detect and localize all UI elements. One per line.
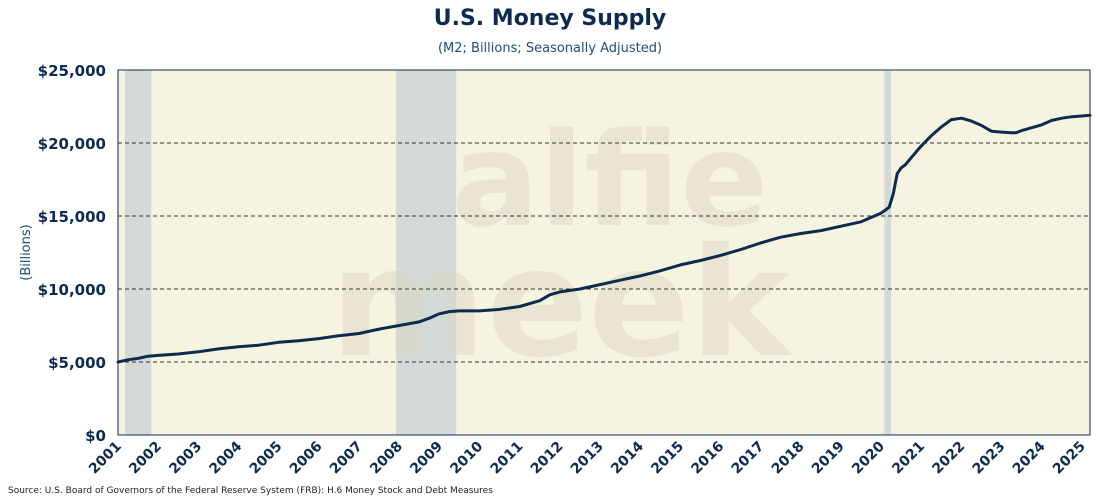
x-tick-label: 2009 — [407, 439, 446, 478]
x-tick-label: 2012 — [528, 439, 567, 478]
series-line-m2 — [116, 113, 1092, 364]
source-note: Source: U.S. Board of Governors of the F… — [8, 486, 493, 496]
x-tick-label: 2019 — [809, 439, 848, 478]
chart-subtitle: (M2; Billions; Seasonally Adjusted) — [437, 41, 663, 56]
x-tick-label: 2006 — [287, 439, 326, 478]
x-tick-label: 2016 — [688, 439, 727, 478]
x-tick-label: 2015 — [648, 439, 687, 478]
y-tick-label: $20,000 — [38, 135, 106, 153]
x-tick-label: 2011 — [488, 439, 527, 478]
x-tick-label: 2020 — [849, 438, 888, 477]
y-tick-label: $0 — [85, 427, 106, 445]
watermark-line-1: alfie — [452, 104, 769, 256]
x-tick-label: 2010 — [447, 438, 486, 477]
x-tick-label: 2014 — [608, 438, 647, 477]
x-tick-label: 2017 — [729, 439, 768, 478]
x-tick-label: 2005 — [247, 439, 286, 478]
y-tick-label: $5,000 — [48, 354, 106, 372]
y-tick-label: $25,000 — [38, 62, 106, 80]
recession-band — [884, 70, 892, 435]
plot-border — [117, 69, 1091, 436]
x-tick-label: 2003 — [166, 439, 205, 478]
chart-title: U.S. Money Supply — [433, 6, 667, 31]
y-axis-label: (Billions) — [19, 224, 34, 280]
x-tick-label: 2008 — [367, 439, 406, 478]
recession-band — [124, 70, 152, 435]
plot-area — [118, 70, 1090, 435]
x-tick-label: 2007 — [327, 439, 366, 478]
x-tick-label: 2022 — [929, 439, 968, 478]
x-tick-label: 2023 — [970, 439, 1009, 478]
x-tick-label: 2013 — [568, 439, 607, 478]
y-tick-label: $15,000 — [38, 208, 106, 226]
x-tick-label: 2025 — [1050, 439, 1089, 478]
recession-band — [395, 70, 457, 435]
x-tick-label: 2024 — [1010, 438, 1049, 477]
x-tick-label: 2004 — [206, 438, 245, 477]
x-tick-label: 2018 — [769, 439, 808, 478]
y-tick-label: $10,000 — [38, 281, 106, 299]
x-tick-label: 2021 — [889, 439, 928, 478]
watermark-line-2: meek — [330, 217, 793, 391]
x-tick-label: 2002 — [126, 439, 165, 478]
